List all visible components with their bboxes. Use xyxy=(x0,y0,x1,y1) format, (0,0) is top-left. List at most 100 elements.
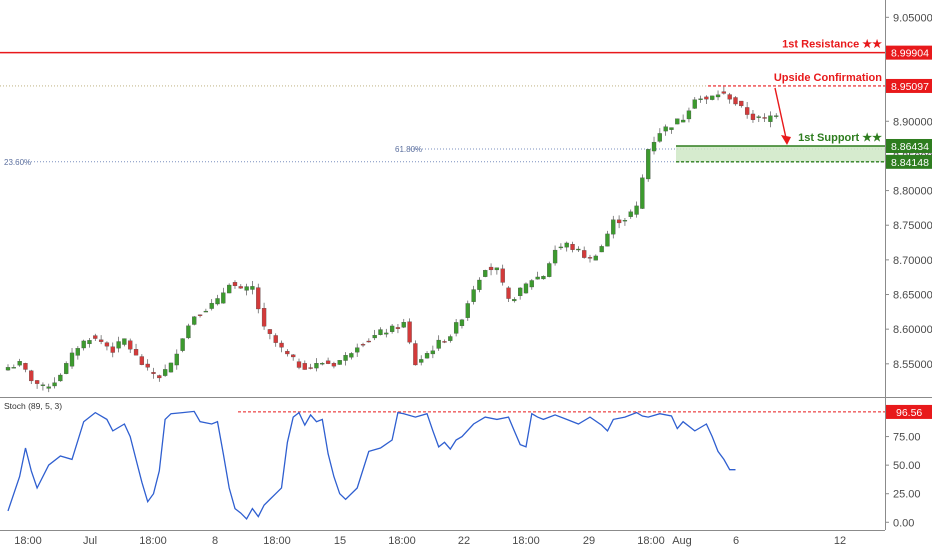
candle-body xyxy=(680,119,686,123)
candle-body xyxy=(343,355,348,361)
level-price-badge xyxy=(886,138,932,153)
candle-body xyxy=(34,380,40,384)
time-axis-labels: 18:00 Jul 18:00 8 18:00 15 18:00 22 18:00 29 18:00… xyxy=(14,535,846,547)
arrow-layer xyxy=(774,87,791,145)
candle-body xyxy=(244,286,249,291)
candle-body xyxy=(698,98,703,100)
candle-body xyxy=(605,233,610,247)
level-price-badge xyxy=(886,45,932,60)
candle-body xyxy=(657,133,662,142)
candle-body xyxy=(325,360,331,364)
candle-body xyxy=(465,303,470,318)
candle-body xyxy=(250,286,255,290)
level-price-badge-text: 8.84148 xyxy=(891,157,929,169)
candle-body xyxy=(104,342,110,347)
candle-body xyxy=(558,246,564,249)
time-tick-label: 18:00 xyxy=(388,535,416,547)
candle-body xyxy=(180,338,185,351)
candle-body xyxy=(64,363,69,374)
candle-body xyxy=(669,127,674,130)
candle-body xyxy=(285,350,290,355)
candle-body xyxy=(518,287,523,297)
level-name-label: 1st Support ★★ xyxy=(798,132,882,144)
candle-body xyxy=(424,353,430,359)
candle-body xyxy=(744,107,750,115)
level-price-badge-text: 8.86434 xyxy=(891,141,929,153)
level-price-badge xyxy=(886,78,932,93)
candle-body xyxy=(238,286,243,289)
time-tick-label: 18:00 xyxy=(139,535,167,547)
candle-body xyxy=(291,354,296,358)
candle-body xyxy=(523,283,529,294)
time-tick-label: Aug xyxy=(672,535,692,547)
price-tick-label: 8.55000 xyxy=(893,359,932,371)
candle-body xyxy=(395,327,401,329)
candle-body xyxy=(302,363,307,370)
candle-body xyxy=(162,369,168,376)
candle-body xyxy=(692,99,697,109)
candle-body xyxy=(372,335,377,339)
stoch-tick-label: 0.00 xyxy=(893,517,914,529)
candle-body xyxy=(46,386,51,389)
candle-body xyxy=(576,248,581,251)
candle-body xyxy=(227,284,232,294)
candle-body xyxy=(552,249,558,264)
candle-body xyxy=(128,340,133,350)
candle-body xyxy=(157,375,162,379)
candle-body xyxy=(366,340,371,343)
candle-body xyxy=(622,220,628,222)
candle-body xyxy=(5,367,11,371)
candle-body xyxy=(11,367,16,369)
stochastic-layer xyxy=(7,410,885,520)
candle-body xyxy=(151,372,156,374)
candle-body xyxy=(349,353,354,358)
candle-body xyxy=(686,110,692,120)
candle-body xyxy=(145,363,150,368)
candle-body xyxy=(52,382,57,387)
candle-body xyxy=(442,341,447,343)
candle-body xyxy=(116,341,121,349)
candle-body xyxy=(81,340,86,349)
candle-body xyxy=(174,353,179,366)
candle-body xyxy=(564,242,569,248)
stoch-tick-label: 25.00 xyxy=(893,489,921,501)
candle-body xyxy=(483,270,488,277)
candle-body xyxy=(488,266,494,271)
time-tick-label: 15 xyxy=(334,535,346,547)
candle-body xyxy=(69,352,75,367)
time-tick-label: 18:00 xyxy=(14,535,42,547)
candle-body xyxy=(17,361,22,366)
candle-body xyxy=(459,319,465,327)
candle-body xyxy=(337,360,342,365)
candle-body xyxy=(512,299,517,302)
candle-body xyxy=(378,329,383,335)
overbought-badge-text: 96.56 xyxy=(896,407,922,419)
price-tick-label: 8.60000 xyxy=(893,324,932,336)
candle-body xyxy=(296,361,302,368)
time-tick-label: 18:00 xyxy=(637,535,665,547)
level-lines-layer: 1st Resistance ★★ Upside Confirmation 1st … xyxy=(0,39,885,163)
price-axis-labels: 9.050009.000008.950008.900008.850008.800… xyxy=(885,12,932,529)
candle-body xyxy=(448,336,453,341)
time-tick-label: Jul xyxy=(83,535,97,547)
stoch-tick-label: 75.00 xyxy=(893,432,921,444)
candle-body xyxy=(599,246,604,253)
candle-body xyxy=(721,91,727,94)
time-tick-label: 22 xyxy=(458,535,470,547)
time-tick-label: 18:00 xyxy=(263,535,291,547)
candle-body xyxy=(762,117,767,119)
candle-body xyxy=(29,370,34,382)
time-tick-label: 29 xyxy=(583,535,595,547)
candle-body xyxy=(582,250,587,258)
candle-body xyxy=(675,118,680,125)
candle-body xyxy=(547,263,552,277)
candles-layer xyxy=(5,86,779,393)
candle-body xyxy=(663,126,668,132)
candle-body xyxy=(453,322,459,334)
candle-body xyxy=(477,279,482,290)
candle-body xyxy=(221,292,226,304)
candle-body xyxy=(75,348,80,356)
candle-body xyxy=(384,332,389,335)
